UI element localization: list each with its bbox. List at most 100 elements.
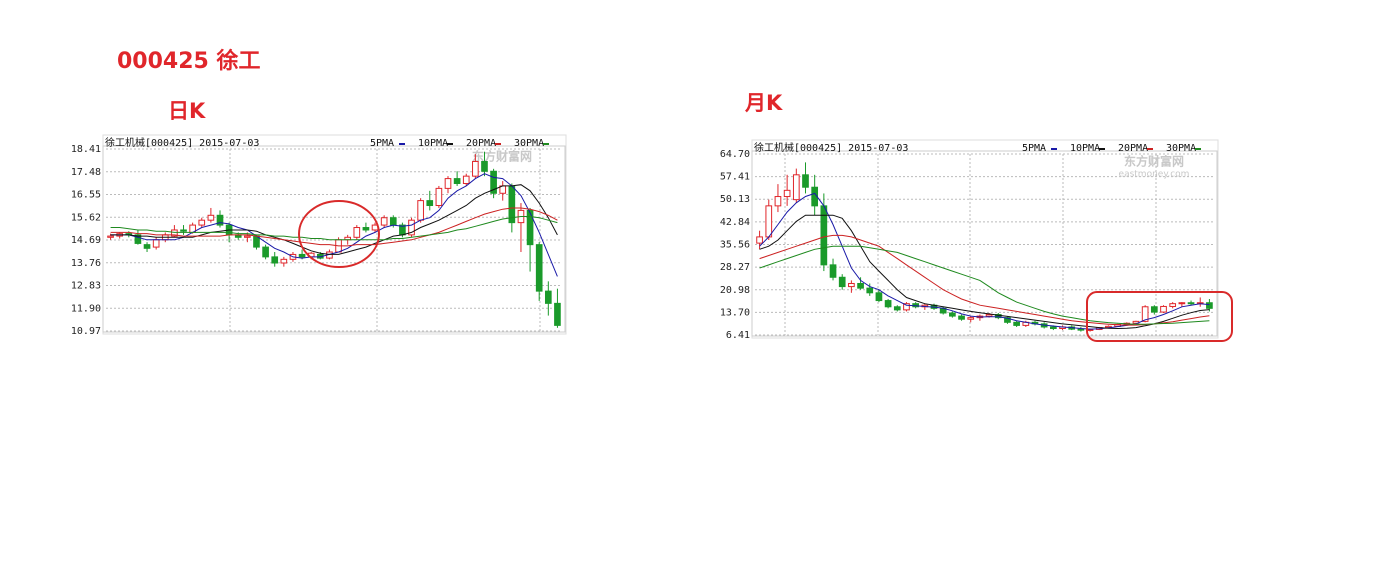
candle-body — [171, 229, 178, 237]
y-tick-label: 13.76 — [71, 258, 101, 269]
candle-body — [1206, 302, 1213, 309]
candle-body — [857, 282, 864, 289]
plot: 东方财富网 — [106, 148, 562, 332]
ma-line — [759, 234, 1210, 326]
y-tick-label: 6.41 — [726, 330, 750, 341]
candle-body — [435, 187, 443, 207]
candle-body — [1013, 321, 1020, 326]
ma-line — [759, 245, 1210, 325]
highlight-circle — [298, 200, 380, 268]
y-tick-label: 16.55 — [71, 190, 101, 201]
candle-body — [866, 287, 874, 294]
candle-body — [903, 303, 910, 311]
candle-body — [1141, 306, 1149, 322]
y-tick-label: 35.56 — [720, 239, 750, 250]
y-tick-label: 11.90 — [71, 303, 101, 314]
y-tick-label: 12.83 — [71, 281, 101, 292]
candle-body — [792, 174, 800, 201]
candle-body — [875, 292, 883, 302]
candle-body — [472, 160, 479, 177]
candle-body — [362, 227, 370, 231]
candle-body — [1050, 326, 1057, 330]
candle-body — [426, 200, 434, 207]
legend-label: 20PMA — [466, 138, 496, 149]
candle-body — [1187, 302, 1195, 305]
legend-label: 30PMA — [514, 138, 544, 149]
candle-body — [949, 312, 956, 317]
legend-label: 10PMA — [1070, 143, 1100, 154]
legend-label: 5PMA — [1022, 143, 1046, 154]
y-tick-label: 14.69 — [71, 235, 101, 246]
legend-label: 20PMA — [1118, 143, 1148, 154]
ma-line — [759, 214, 1210, 330]
highlight-box — [1086, 291, 1233, 342]
candle-body — [802, 174, 809, 188]
y-tick-label: 10.97 — [71, 326, 101, 337]
candle-body — [1150, 306, 1158, 313]
chart-title: 徐工机械[000425] 2015-07-03 — [754, 141, 908, 154]
legend-label: 5PMA — [370, 138, 394, 149]
candle-body — [1004, 317, 1011, 323]
candle-body — [216, 214, 224, 226]
candle-body — [985, 314, 993, 317]
legend-label: 30PMA — [1166, 143, 1196, 154]
chart-frame — [102, 134, 567, 335]
candle-body — [783, 189, 791, 198]
chart-label: 日K — [168, 99, 206, 123]
y-tick-label: 28.27 — [720, 262, 750, 273]
chart-title: 徐工机械[000425] 2015-07-03 — [105, 136, 259, 149]
candle-body — [838, 276, 846, 288]
y-tick-label: 57.41 — [720, 172, 750, 183]
candle-body — [1160, 305, 1167, 313]
ma-line — [110, 207, 558, 247]
candle-body — [535, 244, 543, 292]
candle-body — [152, 239, 160, 248]
candle-body — [848, 282, 855, 288]
watermark: 东方财富网 — [1124, 154, 1184, 169]
candle-body — [490, 170, 497, 194]
watermark-sub: eastmoney.com — [1119, 170, 1190, 180]
candle-body — [408, 219, 415, 236]
candle-body — [389, 217, 397, 226]
candle-body — [526, 209, 534, 246]
plot-frame — [751, 150, 1218, 337]
y-tick-label: 20.98 — [720, 285, 750, 296]
candle-body — [554, 302, 561, 326]
watermark: 东方财富网 — [472, 149, 532, 164]
ma-line — [110, 184, 558, 255]
candle-body — [107, 235, 114, 238]
y-tick-label: 18.41 — [71, 144, 101, 155]
candle-body — [1077, 328, 1085, 331]
candle-body — [134, 234, 142, 244]
chart-frame — [751, 139, 1219, 339]
candle-body — [994, 314, 1002, 319]
candle-body — [143, 244, 151, 249]
candle-body — [207, 214, 215, 221]
candle-body — [180, 229, 187, 232]
plot-frame — [102, 145, 566, 333]
candle-body — [453, 178, 461, 184]
y-tick-label: 17.48 — [71, 167, 101, 178]
candle-body — [244, 235, 251, 238]
candle-body — [774, 196, 782, 207]
candle-body — [1178, 302, 1186, 305]
candle-body — [544, 290, 552, 304]
y-tick-label: 64.70 — [720, 149, 750, 160]
candle-body — [462, 175, 470, 184]
candle-body — [756, 236, 763, 244]
candle-body — [1169, 303, 1177, 307]
y-tick-label: 50.13 — [720, 194, 750, 205]
candle-body — [893, 306, 901, 311]
candle-body — [829, 264, 837, 278]
candle-body — [353, 227, 361, 238]
candle-body — [444, 178, 452, 189]
stock-title: 000425 徐工 — [117, 48, 261, 74]
candle-body — [271, 256, 279, 264]
candle-body — [417, 200, 424, 221]
ma-line — [110, 216, 558, 241]
y-tick-label: 13.70 — [720, 307, 750, 318]
candle-body — [884, 300, 892, 308]
